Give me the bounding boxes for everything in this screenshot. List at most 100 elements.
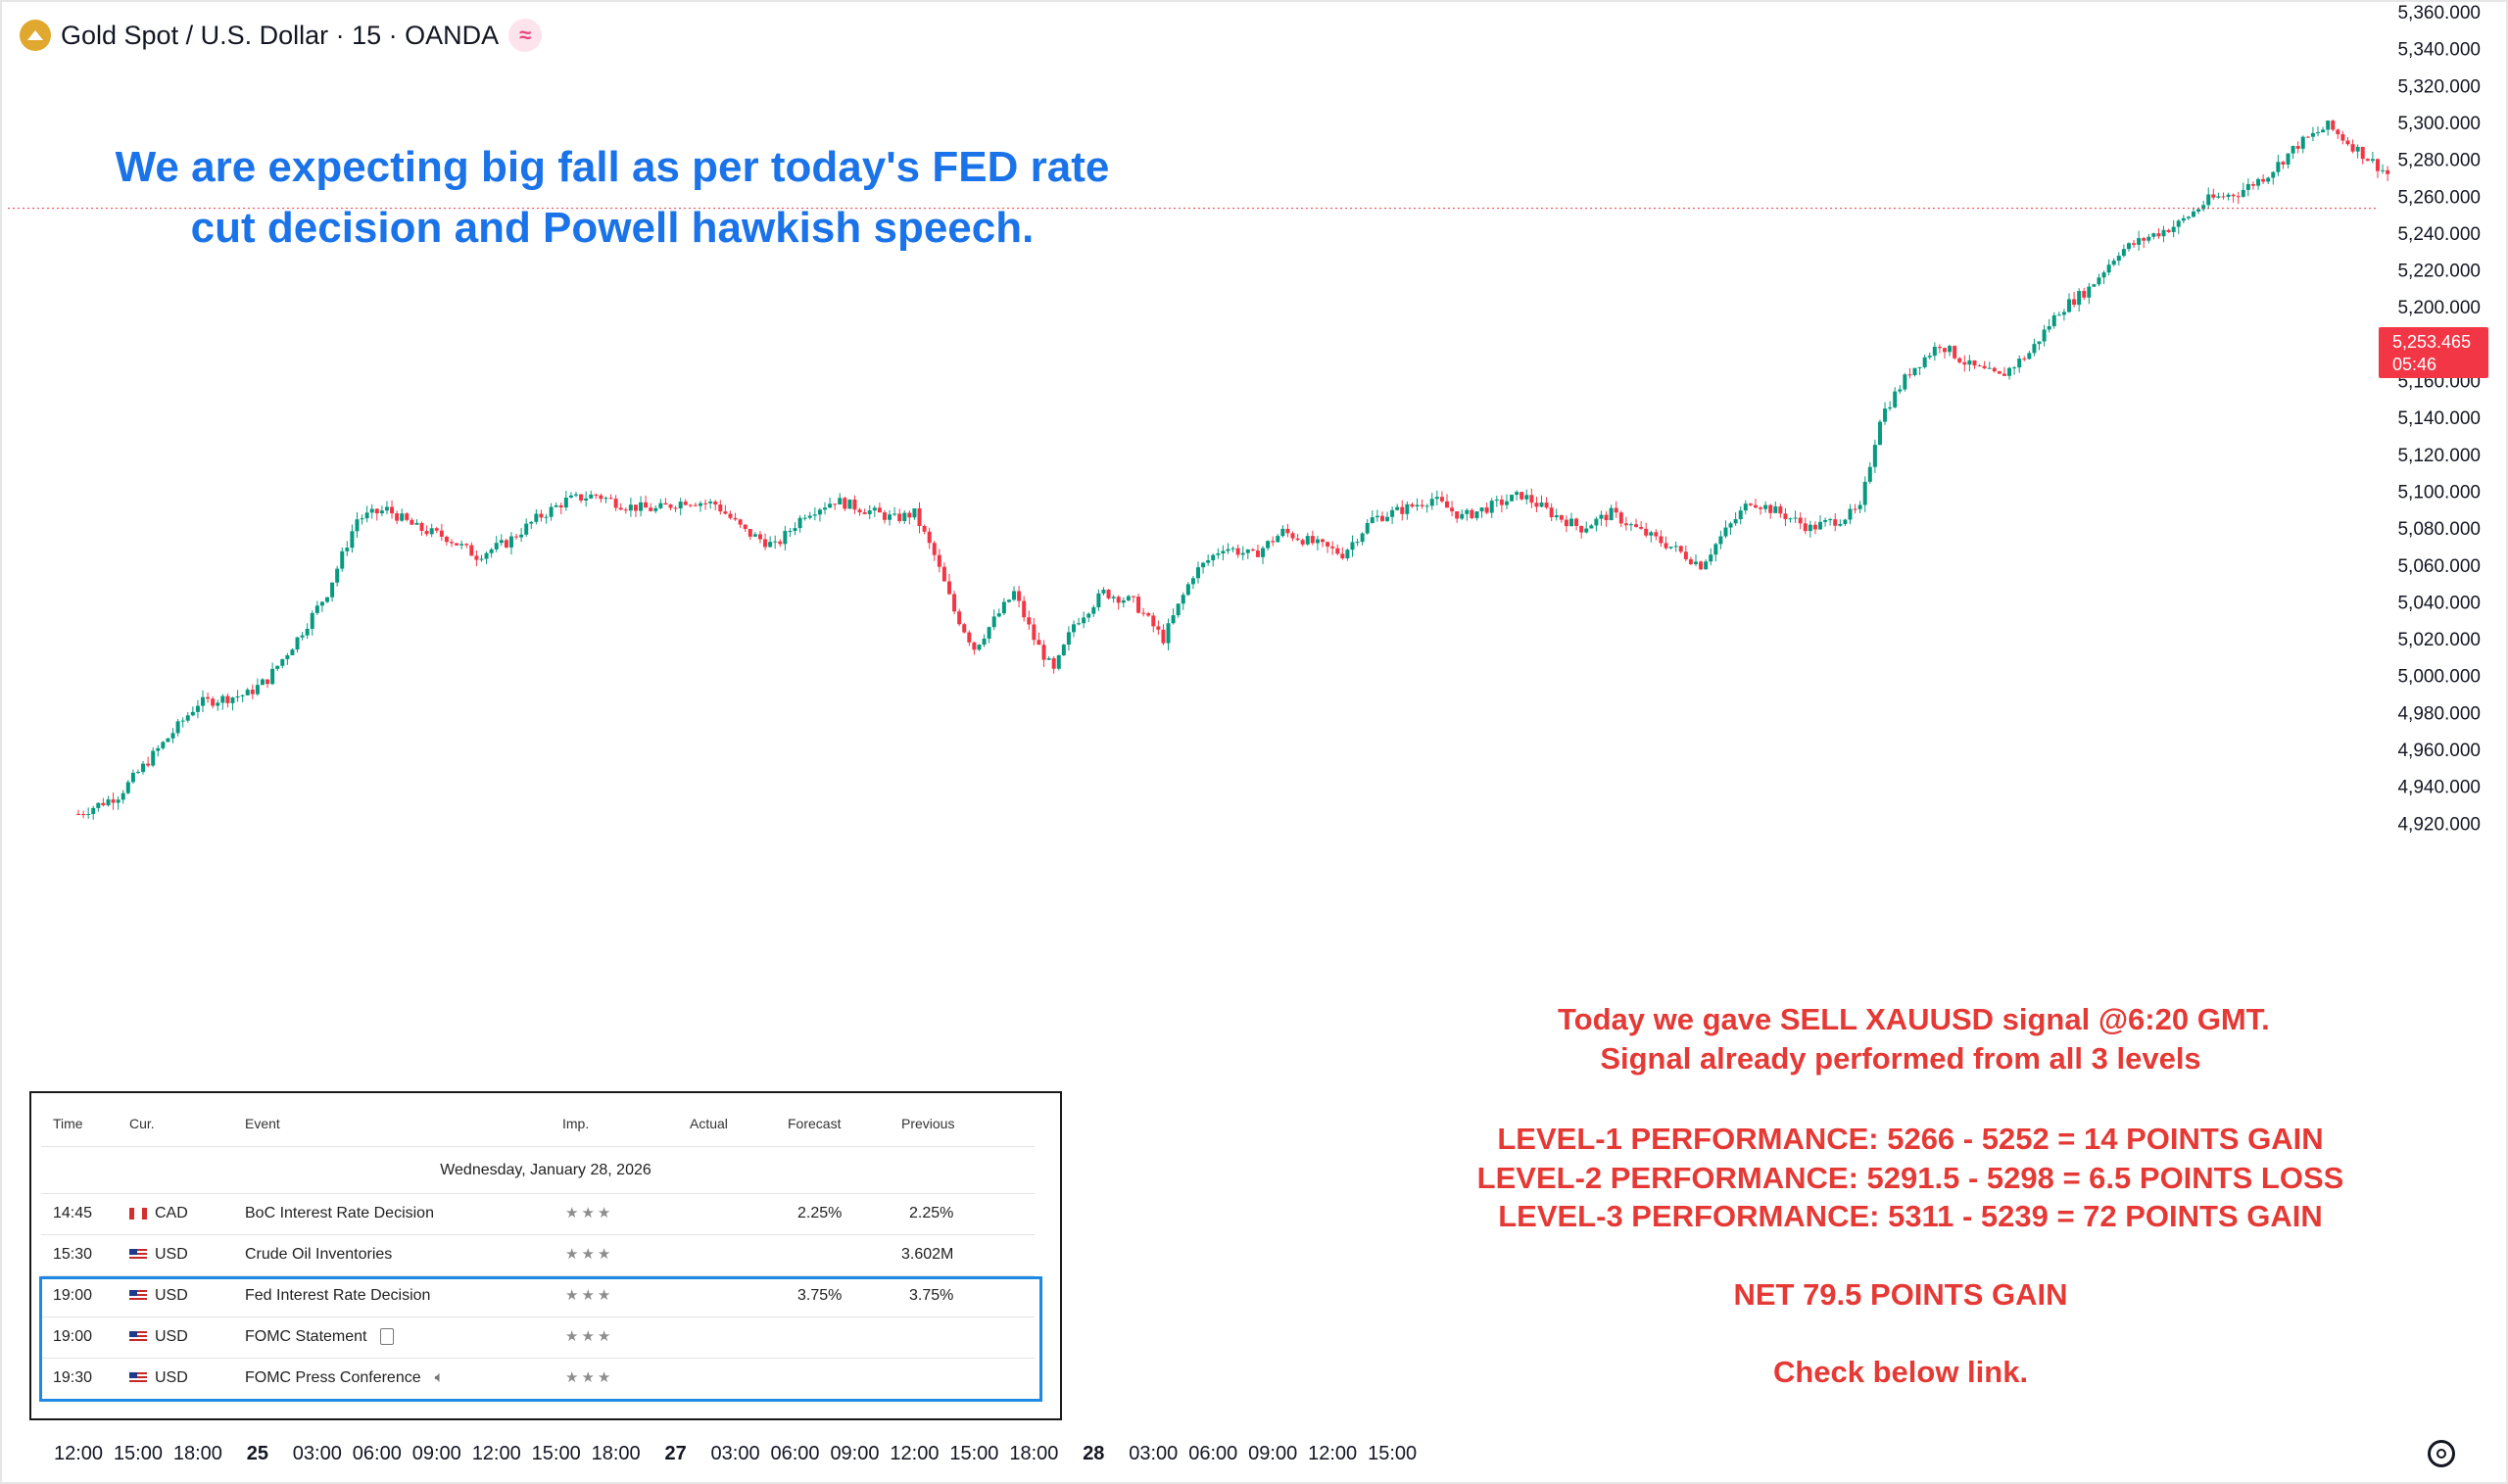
candle-body — [414, 522, 419, 525]
candle-body — [2271, 171, 2276, 178]
candle-body — [2370, 159, 2375, 162]
candle-body — [1295, 538, 1300, 541]
candle-body — [484, 552, 489, 559]
importance-stars: ★★★ — [565, 1369, 614, 1386]
symbol-title: Gold Spot / U.S. Dollar · 15 · OANDA — [61, 20, 500, 50]
candle-body — [1022, 600, 1027, 618]
candle-body — [1484, 507, 1489, 513]
candle-body — [2321, 129, 2326, 133]
time-tick-label: 15:00 — [949, 1443, 998, 1464]
price-tick-label: 5,220.000 — [2397, 262, 2481, 282]
candle-body — [882, 512, 887, 520]
candle-body — [2137, 238, 2142, 245]
candle-body — [1604, 514, 1609, 521]
candle-body — [2101, 272, 2106, 278]
bar-countdown: 05:46 — [2392, 355, 2437, 374]
candle-body — [2295, 146, 2300, 149]
candle-body — [2181, 217, 2186, 221]
candle-body — [699, 503, 702, 506]
candle-body — [2245, 184, 2250, 190]
calendar-row[interactable]: 19:30 USD FOMC Press Conference 🔈︎ ★★★ — [31, 1358, 1060, 1399]
candle-body — [1221, 551, 1226, 554]
candle-body — [2166, 229, 2171, 232]
candle-body — [857, 509, 862, 513]
candle-body — [991, 616, 996, 628]
candle-body — [1271, 541, 1276, 543]
candle-body — [1111, 597, 1116, 598]
candle-body — [166, 738, 170, 742]
price-axis[interactable]: 4,920.000 4,940.000 4,960.000 4,980.000 5,00… — [2397, 3, 2481, 835]
candle-body — [255, 685, 260, 694]
candle-body — [693, 504, 698, 506]
candle-body — [1987, 367, 1992, 369]
candle-body — [917, 507, 922, 526]
candle-body — [1529, 495, 1534, 503]
candle-body — [1713, 544, 1718, 555]
price-tick-label: 5,060.000 — [2397, 556, 2481, 577]
candle-body — [618, 507, 623, 510]
candle-body — [455, 543, 459, 546]
calendar-row[interactable]: 15:30 USD Crude Oil Inventories ★★★ 3.60… — [31, 1234, 1060, 1275]
candle-body — [290, 649, 295, 655]
candle-body — [444, 536, 449, 543]
candle-body — [161, 742, 166, 748]
wave-symbol-icon[interactable]: ≈ — [508, 19, 543, 52]
candle-body — [499, 540, 504, 544]
candle-body — [1439, 497, 1444, 502]
candle-body — [190, 711, 195, 716]
candle-body — [429, 528, 434, 535]
candle-body — [2226, 194, 2231, 197]
candle-body — [2037, 341, 2042, 345]
candle-body — [1778, 505, 1783, 514]
candle-body — [2087, 286, 2092, 298]
document-icon[interactable] — [380, 1328, 395, 1346]
price-tick-label: 4,980.000 — [2397, 703, 2481, 724]
candle-body — [1594, 518, 1599, 526]
time-tick-label: 06:00 — [1188, 1443, 1237, 1464]
candle-body — [932, 543, 937, 555]
candle-body — [1953, 346, 1957, 359]
candle-body — [828, 503, 833, 508]
candle-body — [1017, 591, 1022, 601]
candle-body — [1609, 507, 1614, 521]
candle-body — [802, 517, 807, 519]
speaker-icon[interactable]: 🔈︎ — [434, 1369, 445, 1386]
calendar-row[interactable]: 19:00 USD Fed Interest Rate Decision ★★★… — [31, 1275, 1060, 1316]
price-tick-label: 5,040.000 — [2397, 593, 2481, 613]
candle-body — [374, 508, 379, 514]
candle-body — [1857, 504, 1862, 509]
candle-body — [1106, 590, 1111, 598]
time-tick-label: 15:00 — [532, 1443, 581, 1464]
candle-body — [106, 799, 111, 806]
col-time: Time — [53, 1116, 83, 1131]
candle-body — [1385, 516, 1390, 521]
candle-body — [1211, 554, 1216, 561]
candle-body — [2151, 233, 2156, 237]
symbol-header[interactable]: Gold Spot / U.S. Dollar · 15 · OANDA ≈ — [20, 14, 543, 57]
event-time: 19:00 — [53, 1287, 93, 1304]
time-axis[interactable]: 12:00 15:00 18:00 25 03:00 06:00 09:00 12:00 15:… — [54, 1443, 1417, 1464]
level-2-performance: LEVEL-2 PERFORMANCE: 5291.5 - 5298 = 6.5… — [1476, 1161, 2344, 1195]
price-tick-label: 4,940.000 — [2397, 778, 2481, 798]
candle-body — [280, 658, 285, 666]
candle-body — [1400, 506, 1405, 514]
candle-body — [1196, 567, 1200, 579]
calendar-row[interactable]: 19:00 USD FOMC Statement ★★★ — [31, 1316, 1060, 1358]
candle-body — [2291, 146, 2295, 154]
settings-icon[interactable] — [2428, 1440, 2455, 1467]
candle-body — [628, 504, 633, 511]
candle-body — [519, 534, 524, 538]
candle-body — [563, 498, 568, 508]
candle-body — [2336, 129, 2340, 134]
calendar-row[interactable]: 14:45 CAD BoC Interest Rate Decision ★★★… — [31, 1193, 1060, 1234]
candle-body — [2067, 299, 2071, 312]
candle-body — [1763, 504, 1768, 509]
candle-body — [96, 802, 101, 808]
candle-body — [1718, 536, 1723, 545]
candle-body — [305, 628, 310, 636]
candle-body — [2032, 344, 2037, 354]
candle-body — [941, 566, 946, 582]
candle-body — [2326, 120, 2331, 130]
candle-body — [817, 509, 822, 515]
